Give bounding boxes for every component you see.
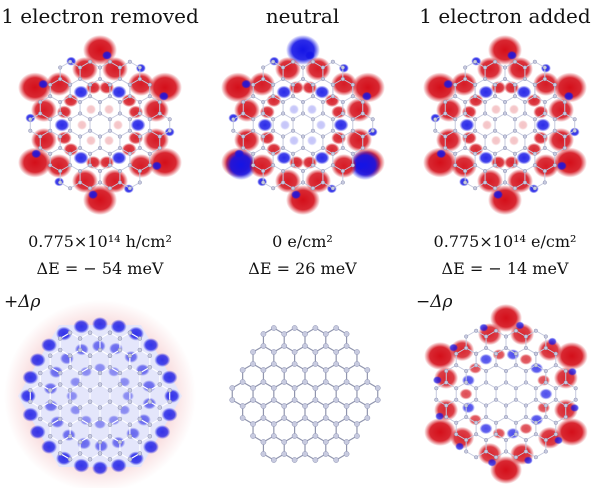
orbital-map-neutral [208,30,398,220]
energy-label-neutral: ΔE = 26 meV [248,259,357,278]
column-title-removed: 1 electron removed [1,4,199,28]
column-title-neutral: neutral [265,4,340,28]
density-label-neutral: 0 e/cm² [272,232,333,251]
orbital-map-removed [5,30,195,220]
energy-label-added: ΔE = − 14 meV [441,259,569,278]
delta-rho-plus-label: +Δρ [4,292,41,312]
column-title-added: 1 electron added [419,4,591,28]
orbital-map-added [410,30,600,220]
density-label-removed: 0.775×10¹⁴ h/cm² [28,232,172,251]
charge-difference-map-minus [410,298,602,488]
delta-rho-minus-label: −Δρ [416,292,453,312]
graphene-flake-structure [210,298,400,488]
density-label-added: 0.775×10¹⁴ e/cm² [433,232,577,251]
charge-difference-map-plus [2,298,198,488]
energy-label-removed: ΔE = − 54 meV [36,259,164,278]
